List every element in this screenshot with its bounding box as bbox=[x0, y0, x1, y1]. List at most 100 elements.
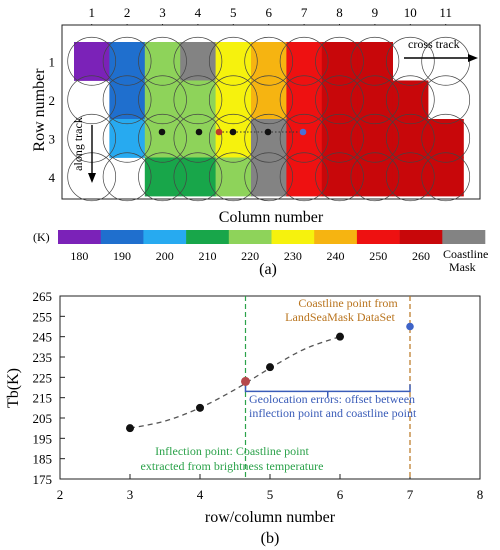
grid-cell bbox=[180, 42, 216, 81]
row-number: 3 bbox=[49, 131, 56, 146]
column-number: 6 bbox=[265, 5, 272, 20]
coastline-annotation-line2: LandSeaMask DataSet bbox=[285, 310, 395, 324]
colorbar-tick-label: 230 bbox=[284, 249, 302, 263]
data-point bbox=[126, 424, 134, 433]
grid-cell bbox=[357, 119, 393, 158]
row-number: 4 bbox=[49, 170, 56, 185]
grid-cell bbox=[109, 80, 146, 120]
grid-cell bbox=[180, 157, 216, 197]
colorbar-segment bbox=[228, 230, 272, 244]
grid-cell bbox=[109, 42, 146, 81]
grid-cell bbox=[357, 157, 393, 197]
grid-cell bbox=[286, 80, 323, 120]
colorbar-segment bbox=[356, 230, 400, 244]
grid-cell bbox=[215, 42, 252, 81]
y-tick-label: 205 bbox=[33, 411, 53, 426]
data-point bbox=[196, 403, 204, 412]
footprint-circle bbox=[67, 75, 117, 125]
x-tick-label: 3 bbox=[127, 487, 134, 502]
coastline-mask-label: Coastline bbox=[443, 247, 488, 261]
along-track-label: along track bbox=[71, 117, 85, 171]
grid-cell bbox=[74, 42, 110, 81]
column-number: 2 bbox=[124, 5, 131, 20]
coastline-mask-label-2: Mask bbox=[449, 260, 476, 274]
grid-cell bbox=[109, 119, 146, 158]
colorbar-segment bbox=[399, 230, 443, 244]
footprint-circle bbox=[138, 75, 187, 125]
footprint-circle bbox=[138, 36, 187, 86]
colorbar-tick-label: 210 bbox=[198, 249, 216, 263]
grid-cell bbox=[286, 157, 323, 197]
column-number: 11 bbox=[439, 5, 452, 20]
footprint-circle bbox=[138, 152, 187, 202]
coastline-annotation-line1: Coastline point from bbox=[298, 296, 398, 310]
grid-point bbox=[229, 128, 237, 136]
footprint-circle bbox=[208, 75, 258, 125]
y-tick-label: 175 bbox=[33, 472, 53, 487]
x-tick-label: 2 bbox=[57, 487, 64, 502]
footprint-circle bbox=[102, 36, 152, 86]
grid-point bbox=[264, 128, 272, 136]
y-tick-label: 265 bbox=[33, 289, 53, 304]
grid-cell bbox=[180, 80, 216, 120]
coastline-point-marker bbox=[299, 128, 307, 136]
column-number: 1 bbox=[88, 5, 95, 20]
y-tick-label: 185 bbox=[33, 452, 53, 467]
cross-track-label: cross track bbox=[408, 37, 460, 51]
footprint-circle bbox=[102, 113, 152, 163]
x-tick-label: 7 bbox=[407, 487, 414, 502]
inflection-annotation-line1: Inflection point: Coastline point bbox=[155, 444, 309, 458]
grid-cell bbox=[144, 157, 181, 197]
footprint-circle bbox=[173, 152, 223, 202]
row-number: 1 bbox=[49, 54, 56, 69]
grid-cell bbox=[286, 119, 323, 158]
column-number: 3 bbox=[159, 5, 166, 20]
fitted-curve bbox=[129, 336, 341, 429]
colorbar-segment bbox=[186, 230, 230, 244]
footprint-circle bbox=[385, 152, 435, 202]
y-tick-labels: 175 185 195 205 215 225 235 245 255 265 bbox=[33, 289, 65, 487]
grid-cell bbox=[144, 80, 181, 120]
colorbar-tick-label: 260 bbox=[412, 249, 430, 263]
grid-cell bbox=[321, 42, 358, 81]
footprint-circle bbox=[208, 152, 258, 202]
column-axis-title: Column number bbox=[219, 209, 324, 226]
footprint-circle bbox=[102, 75, 152, 125]
footprint-circle bbox=[279, 36, 329, 86]
footprint-circle bbox=[350, 36, 400, 86]
colorbar-tick-labels: 180 190 200 210 220 230 240 250 260 bbox=[70, 249, 430, 263]
footprint-circle bbox=[279, 152, 329, 202]
column-number: 5 bbox=[230, 5, 237, 20]
column-number: 4 bbox=[195, 5, 202, 20]
panel-b: 175 185 195 205 215 225 235 245 255 265 2 3 4 5 6 7 8 T… bbox=[5, 289, 483, 547]
footprint-circle bbox=[102, 152, 152, 202]
footprint-circle bbox=[315, 36, 364, 86]
footprint-circle bbox=[67, 36, 117, 86]
footprint-circles bbox=[67, 36, 471, 202]
inflection-point-marker bbox=[215, 128, 223, 136]
footprint-circle bbox=[208, 36, 258, 86]
footprint-circle bbox=[244, 152, 294, 202]
grid-point bbox=[195, 128, 203, 136]
grid-cell bbox=[215, 157, 252, 197]
geolocation-bracket bbox=[244, 384, 411, 393]
coastline-point bbox=[406, 322, 414, 331]
footprint-circle bbox=[421, 152, 471, 202]
grid-cell bbox=[357, 42, 393, 81]
footprint-circle bbox=[173, 75, 223, 125]
footprint-circle bbox=[244, 36, 294, 86]
column-number: 9 bbox=[372, 5, 379, 20]
footprint-circle bbox=[385, 36, 435, 86]
plot-area bbox=[126, 296, 414, 479]
grid-cell bbox=[251, 80, 287, 120]
footprint-circle bbox=[173, 113, 223, 163]
grid-cell bbox=[392, 157, 429, 197]
y-axis-title: Tb(K) bbox=[5, 368, 22, 408]
x-tick-label: 5 bbox=[267, 487, 274, 502]
panel-a-caption: (a) bbox=[259, 261, 277, 278]
footprint-circle bbox=[244, 113, 294, 163]
grid-cell bbox=[321, 157, 358, 197]
colorbar-segment bbox=[100, 230, 144, 244]
footprint-circle bbox=[350, 152, 400, 202]
